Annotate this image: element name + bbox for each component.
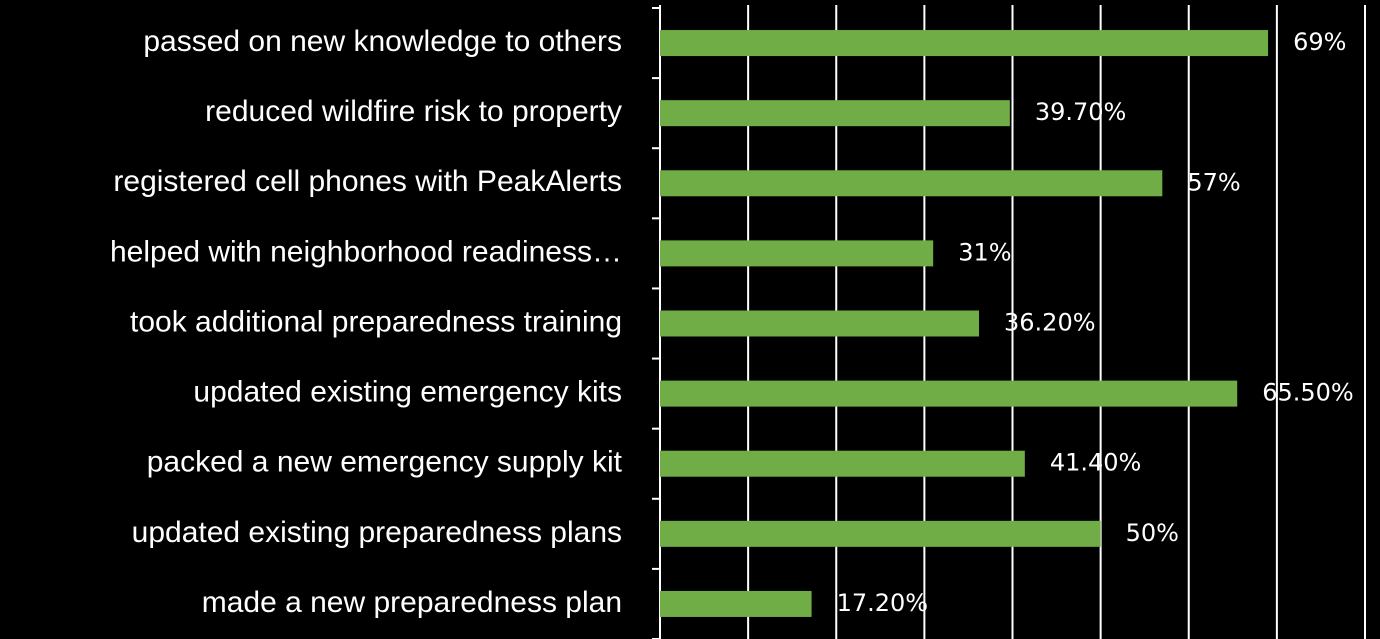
bar [660, 240, 934, 267]
bar [660, 450, 1025, 477]
value-label: 69% [1293, 28, 1346, 56]
category-label: updated existing emergency kits [193, 376, 622, 409]
value-label: 36.20% [1004, 309, 1096, 337]
category-label: packed a new emergency supply kit [147, 446, 623, 479]
value-label: 50% [1126, 519, 1179, 547]
category-label: registered cell phones with PeakAlerts [113, 165, 622, 198]
value-label: 57% [1187, 168, 1240, 196]
category-label: made a new preparedness plan [202, 586, 622, 619]
bar [660, 380, 1238, 407]
bar [660, 170, 1163, 197]
bar [660, 590, 812, 617]
value-label: 65.50% [1262, 379, 1354, 407]
bar [660, 30, 1269, 57]
value-label: 41.40% [1050, 449, 1142, 477]
bar [660, 100, 1010, 127]
bar [660, 310, 980, 337]
value-label: 39.70% [1035, 98, 1127, 126]
value-label: 31% [958, 238, 1011, 266]
category-label: took additional preparedness training [130, 305, 622, 338]
category-label: passed on new knowledge to others [143, 25, 622, 58]
value-label: 17.20% [837, 589, 929, 617]
category-label: updated existing preparedness plans [132, 516, 622, 549]
category-label: reduced wildfire risk to property [205, 95, 622, 128]
bar [660, 520, 1101, 547]
category-label: helped with neighborhood readiness… [110, 235, 622, 268]
